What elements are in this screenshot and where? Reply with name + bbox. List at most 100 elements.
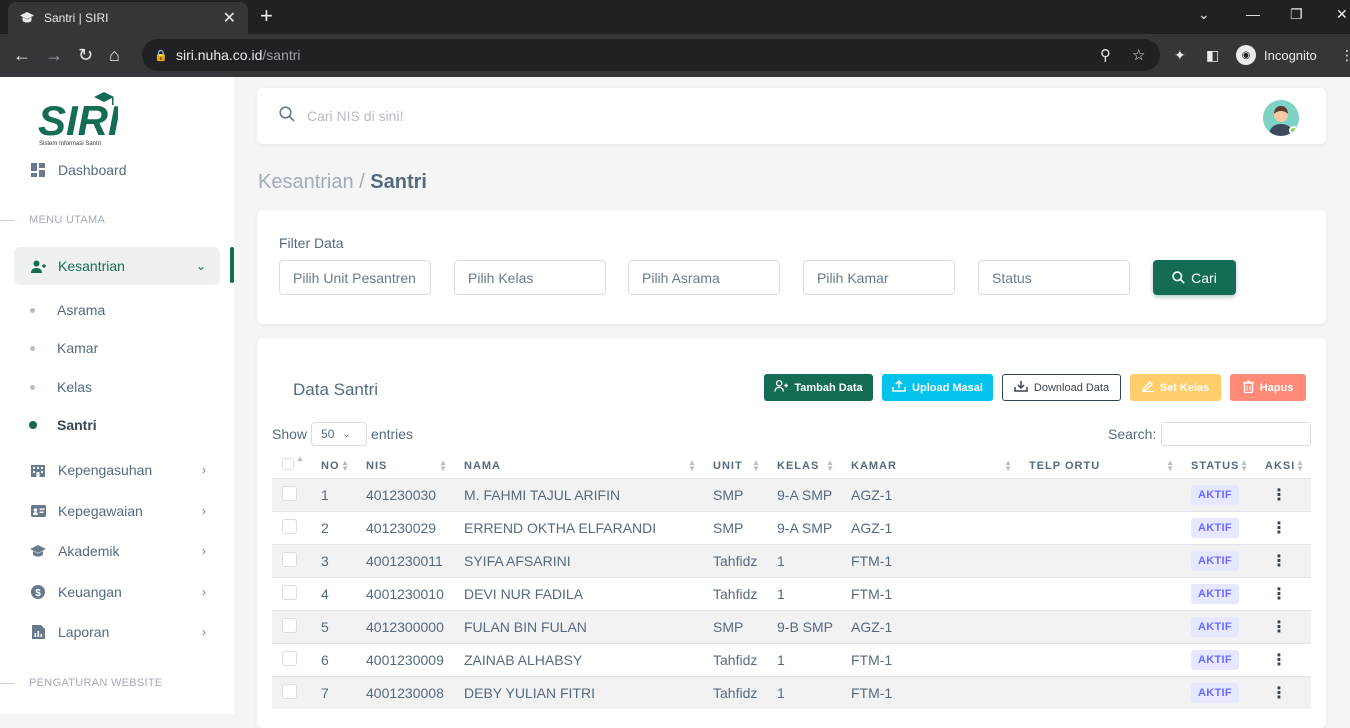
status-badge: AKTIF [1191, 583, 1239, 604]
select-status[interactable]: Status [978, 260, 1130, 295]
column-header[interactable]: UNIT ▲ ▼ [713, 458, 761, 473]
chevron-down-icon: ⌄ [342, 428, 351, 440]
select-kamar[interactable]: Pilih Kamar [803, 260, 955, 295]
row-checkbox[interactable] [282, 551, 297, 567]
row-actions-kebab-icon[interactable]: ⋮ [1271, 552, 1287, 570]
sidebar-item-kepegawaian[interactable]: Kepegawaian › [14, 492, 220, 530]
sidebar-item-kepengasuhan[interactable]: Kepengasuhan › [14, 451, 220, 489]
back-icon[interactable]: ← [13, 45, 31, 65]
set-kelas-button[interactable]: Set Kelas [1130, 374, 1221, 401]
select-all-checkbox[interactable] [282, 458, 294, 471]
chevron-right-icon: › [202, 544, 206, 558]
sidebar-subitem-kelas[interactable]: Kelas [30, 379, 92, 395]
upload-masal-button[interactable]: Upload Masal [882, 374, 993, 401]
close-tab-icon[interactable]: ✕ [222, 10, 236, 27]
row-checkbox[interactable] [282, 485, 297, 501]
cell-nama: M. FAHMI TAJUL ARIFIN [454, 477, 703, 511]
column-header[interactable]: NO ▲ ▼ [321, 458, 350, 473]
cell-kamar: FTM-1 [841, 675, 1019, 709]
column-label: UNIT [713, 459, 743, 472]
download-data-button[interactable]: Download Data [1002, 374, 1121, 401]
menu-kebab-icon[interactable]: ⋮ [1340, 47, 1350, 63]
row-actions-kebab-icon[interactable]: ⋮ [1271, 585, 1287, 603]
avatar[interactable] [1263, 100, 1299, 136]
table-search-input[interactable] [1161, 422, 1312, 446]
minimize-icon[interactable]: — [1246, 6, 1260, 22]
sidebar-item-dashboard[interactable]: Dashboard [14, 151, 220, 189]
set-kelas-label: Set Kelas [1159, 381, 1210, 394]
data-santri-title: Data Santri [293, 380, 379, 399]
browser-tab[interactable]: Santri | SIRI ✕ [8, 2, 248, 34]
tambah-data-button[interactable]: Tambah Data [764, 374, 873, 401]
sidebar-item-keuangan[interactable]: $ Keuangan › [14, 573, 220, 611]
restore-icon[interactable]: ❐ [1290, 6, 1303, 22]
search-icon [1172, 271, 1185, 284]
select-all-header[interactable]: ▲ [272, 454, 311, 478]
row-actions-kebab-icon[interactable]: ⋮ [1271, 486, 1287, 504]
row-select-cell [272, 510, 311, 544]
cell-kamar: FTM-1 [841, 543, 1019, 577]
new-tab-icon[interactable]: + [260, 3, 273, 28]
cell-kelas: 9-A SMP [767, 510, 841, 544]
column-header[interactable]: NAMA ▲ ▼ [464, 458, 697, 473]
column-header[interactable]: NIS ▲ ▼ [366, 458, 448, 473]
home-icon[interactable]: ⌂ [109, 45, 120, 65]
extensions-icon[interactable]: ✦ [1174, 47, 1186, 63]
nis-search-input[interactable] [307, 102, 807, 130]
column-header[interactable]: TELP ORTU ▲ ▼ [1029, 458, 1175, 473]
cell-status: AKTIF [1181, 642, 1255, 676]
row-checkbox[interactable] [282, 584, 297, 600]
column-label: NO [321, 459, 340, 472]
sidebar-subitem-kamar[interactable]: Kamar [30, 340, 98, 356]
row-actions-kebab-icon[interactable]: ⋮ [1271, 684, 1287, 702]
row-checkbox[interactable] [282, 617, 297, 633]
column-header[interactable]: AKSI ▲ ▼ [1265, 458, 1305, 473]
row-actions-kebab-icon[interactable]: ⋮ [1271, 651, 1287, 669]
table-row: 6 4001230009 ZAINAB ALHABSY Tahfidz 1 FTM-1 AK… [272, 642, 1311, 676]
chevron-right-icon: › [202, 625, 206, 639]
reload-icon[interactable]: ↻ [78, 45, 94, 65]
chevron-right-icon: › [202, 585, 206, 599]
sidebar-item-akademik[interactable]: Akademik › [14, 532, 220, 570]
row-checkbox[interactable] [282, 683, 297, 699]
column-header[interactable]: KAMAR ▲ ▼ [851, 458, 1013, 473]
add-user-icon [774, 380, 789, 395]
chevron-down-icon: ⌄ [195, 259, 206, 273]
cell-aksi: ⋮ [1255, 543, 1311, 577]
sidebar-item-kesantrian[interactable]: Kesantrian ⌄ [14, 247, 220, 285]
column-label: STATUS [1191, 459, 1240, 472]
side-panel-icon[interactable]: ◧ [1206, 47, 1220, 63]
row-actions-kebab-icon[interactable]: ⋮ [1271, 618, 1287, 636]
data-santri-card: Data Santri Tambah Data Upload Masal Dow… [257, 338, 1326, 728]
row-checkbox[interactable] [282, 518, 297, 534]
sidebar-subitem-asrama[interactable]: Asrama [30, 302, 105, 318]
section-label: PENGATURAN WEBSITE [29, 677, 163, 689]
forward-icon[interactable]: → [45, 45, 63, 65]
zoom-icon[interactable]: ⚲ [1100, 47, 1111, 64]
sidebar-subitem-santri[interactable]: Santri [29, 417, 97, 433]
row-actions-kebab-icon[interactable]: ⋮ [1271, 519, 1287, 537]
select-asrama[interactable]: Pilih Asrama [628, 260, 780, 295]
cell-kelas: 1 [767, 642, 841, 676]
select-unit-pesantren[interactable]: Pilih Unit Pesantren [279, 260, 431, 295]
breadcrumb-parent[interactable]: Kesantrian / [258, 171, 371, 193]
hapus-button[interactable]: Hapus [1230, 374, 1306, 401]
close-window-icon[interactable]: ✕ [1336, 6, 1348, 22]
chevron-down-icon[interactable]: ⌄ [1198, 6, 1210, 22]
column-header[interactable]: KELAS ▲ ▼ [777, 458, 835, 473]
url-bar[interactable]: 🔒 siri.nuha.co.id /santri ⚲ ☆ [142, 39, 1160, 71]
column-header[interactable]: STATUS ▲ ▼ [1191, 458, 1249, 473]
select-kelas[interactable]: Pilih Kelas [454, 260, 606, 295]
download-icon [1014, 380, 1028, 395]
cell-status: AKTIF [1181, 477, 1255, 511]
subitem-label: Asrama [57, 302, 106, 318]
cell-telp [1019, 576, 1181, 610]
id-card-icon [30, 503, 46, 519]
entries-select[interactable]: 50 ⌄ [311, 422, 368, 446]
bookmark-star-icon[interactable]: ☆ [1132, 47, 1146, 64]
cari-button[interactable]: Cari [1153, 260, 1236, 295]
siri-logo[interactable]: SIRI Sistem Informasi Santri [38, 91, 121, 147]
sidebar-item-laporan[interactable]: Laporan › [14, 613, 220, 651]
row-checkbox[interactable] [282, 650, 297, 666]
incognito-badge[interactable]: ◉ Incognito [1236, 42, 1317, 68]
